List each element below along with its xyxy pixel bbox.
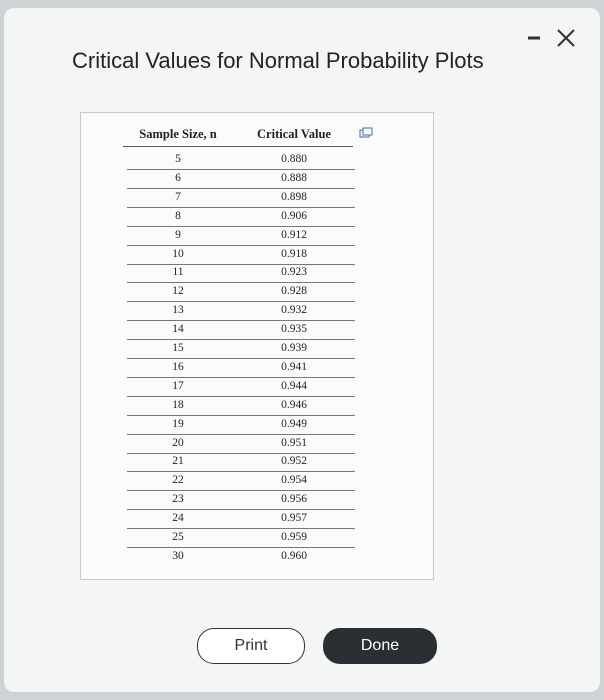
sample-size: 14 (172, 323, 184, 336)
critical-value: 0.880 (281, 153, 307, 165)
sample-size: 11 (172, 266, 184, 279)
row-rule (127, 206, 355, 208)
critical-value: 0.946 (281, 398, 307, 411)
row-rule (127, 376, 355, 378)
sample-size: 15 (172, 342, 184, 354)
row-rule (127, 395, 355, 397)
row-rule (127, 471, 355, 473)
sample-size: 22 (172, 474, 184, 487)
critical-value: 0.957 (281, 512, 307, 525)
row-rule (127, 547, 355, 548)
header-rule (123, 146, 353, 147)
column-header: Critical Value (257, 127, 331, 141)
row-rule (127, 339, 355, 341)
row-rule (127, 414, 355, 416)
row-rule (127, 169, 355, 170)
critical-value: 0.906 (281, 209, 307, 222)
done-button[interactable]: Done (323, 628, 437, 664)
row-rule (127, 490, 355, 492)
row-rule (127, 187, 355, 189)
row-rule (127, 358, 355, 359)
row-rule (127, 263, 355, 265)
critical-value: 0.888 (281, 171, 307, 184)
sample-size: 6 (175, 171, 181, 184)
sample-size: 19 (172, 417, 184, 430)
sample-size: 21 (172, 455, 184, 468)
critical-value: 0.949 (281, 417, 307, 430)
critical-value: 0.898 (281, 190, 307, 203)
sample-size: 30 (172, 549, 184, 562)
dialog: Critical Values for Normal Probability P… (4, 8, 600, 692)
critical-value: 0.944 (281, 379, 307, 392)
critical-value: 0.935 (281, 323, 307, 336)
row-rule (127, 225, 355, 227)
row-rule (127, 452, 355, 454)
sample-size: 25 (172, 531, 184, 543)
critical-value: 0.951 (281, 436, 307, 449)
sample-size: 10 (172, 247, 184, 260)
critical-value: 0.928 (281, 285, 307, 298)
row-rule (127, 528, 355, 530)
sample-size: 7 (175, 190, 181, 203)
row-rule (127, 301, 355, 303)
critical-value: 0.939 (281, 342, 307, 354)
sample-size: 16 (172, 360, 184, 373)
row-rule (127, 320, 355, 322)
critical-value: 0.959 (281, 531, 307, 543)
critical-value: 0.952 (281, 455, 307, 468)
critical-value: 0.941 (281, 360, 307, 373)
dialog-title: Critical Values for Normal Probability P… (72, 48, 484, 73)
critical-value: 0.954 (281, 474, 307, 487)
sample-size: 13 (172, 304, 184, 317)
sample-size: 20 (172, 436, 184, 449)
table: Sample Size, n Critical Value 5 0.880 6 0.888… (80, 112, 434, 580)
sample-size: 24 (172, 512, 184, 525)
critical-value: 0.923 (281, 266, 307, 279)
row-rule (127, 244, 355, 246)
window-controls (528, 29, 575, 47)
sample-size: 5 (175, 153, 181, 165)
critical-value: 0.918 (281, 247, 307, 260)
sample-size: 9 (175, 228, 181, 241)
close-icon[interactable] (557, 29, 575, 47)
print-button[interactable]: Print (197, 628, 305, 664)
sample-size: 23 (172, 493, 184, 506)
copy-icon[interactable] (359, 127, 373, 139)
critical-value: 0.960 (281, 549, 307, 562)
sample-size: 8 (175, 209, 181, 222)
sample-size: 12 (172, 285, 184, 298)
row-rule (127, 433, 355, 435)
row-rule (127, 509, 355, 511)
row-rule (127, 282, 355, 284)
critical-value: 0.912 (281, 228, 307, 241)
critical-value: 0.956 (281, 493, 307, 506)
critical-value: 0.932 (281, 304, 307, 317)
sample-size: 17 (172, 379, 184, 392)
sample-size: 18 (172, 398, 184, 411)
column-header: Sample Size, n (139, 127, 217, 141)
